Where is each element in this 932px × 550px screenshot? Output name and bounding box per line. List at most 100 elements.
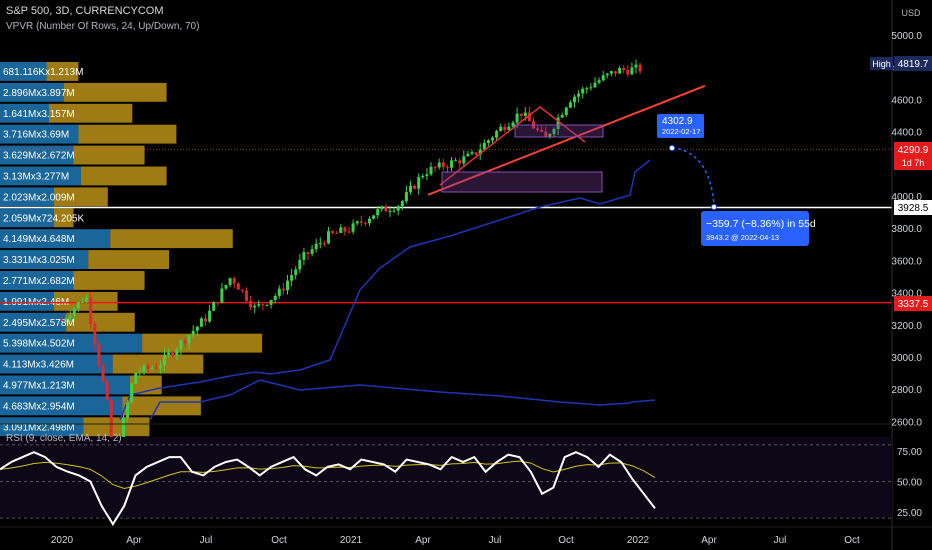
candle-body <box>384 206 388 212</box>
candle-body <box>253 305 257 308</box>
candle-body <box>417 177 421 189</box>
candle-body <box>138 372 142 374</box>
vp-bar-up <box>0 375 130 395</box>
candle-body <box>228 278 232 285</box>
price-tick-label: 3600.0 <box>891 256 922 267</box>
rsi-tick-label: 25.00 <box>897 508 922 519</box>
supply-zone-box <box>514 124 604 138</box>
vp-row-label: 2.896Mx3.897M <box>3 88 75 99</box>
rsi-tick-label: 75.00 <box>897 447 922 458</box>
candle-body <box>302 252 306 260</box>
candle-body <box>536 128 540 131</box>
vp-bar-down <box>142 333 263 353</box>
vp-bar-up <box>0 229 111 249</box>
candle-body <box>593 82 597 88</box>
candle-body <box>167 352 171 355</box>
high-tag-bg <box>894 56 932 71</box>
resistance-tag-value: 3337.5 <box>898 299 929 310</box>
vp-row-label: 3.629Mx2.672M <box>3 151 75 162</box>
candle-body <box>154 367 158 369</box>
vpvr-indicator-label: VPVR (Number Of Rows, 24, Up/Down, 70) <box>6 21 200 32</box>
candle-body <box>76 302 80 309</box>
vp-bar-down <box>46 62 79 81</box>
candle-body <box>265 304 269 306</box>
candle-body <box>605 73 609 76</box>
candle-body <box>507 126 511 130</box>
candle-body <box>425 174 429 176</box>
vp-bar-up <box>0 271 74 290</box>
current-tag-value: 4290.9 <box>898 145 929 156</box>
candle-body <box>261 304 265 306</box>
vp-bar-down <box>73 271 145 290</box>
candle-body <box>540 130 544 132</box>
demand-zone-box <box>441 171 603 193</box>
candle-body <box>544 131 548 137</box>
time-tick-label: Apr <box>415 535 431 546</box>
candle-body <box>495 131 499 138</box>
candle-body <box>97 344 101 366</box>
vp-row-label: 3.13Mx3.277M <box>3 172 69 183</box>
vp-bar-down <box>83 417 150 437</box>
vp-row-label: 3.716Mx3.69M <box>3 130 69 141</box>
candle-body <box>179 340 183 350</box>
current-tag-bg <box>894 142 932 170</box>
annotation-start-date: 2022-02-17 <box>662 127 700 136</box>
candle-body <box>68 315 72 319</box>
candle-body <box>577 93 581 97</box>
candle-body <box>236 283 240 290</box>
time-tick-label: Jul <box>200 535 213 546</box>
candle-body <box>232 278 236 284</box>
candle-body <box>249 300 253 308</box>
vp-row-label: 2.495Mx2.578M <box>3 318 75 329</box>
candle-body <box>273 295 277 300</box>
candle-body <box>343 227 347 232</box>
rsi-header: RSI (9, close, EMA, 14, 2) <box>6 433 122 444</box>
candle-body <box>519 113 523 116</box>
candle-body <box>568 102 572 108</box>
vp-row-label: 3.331Mx3.025M <box>3 255 75 266</box>
candle-body <box>618 68 622 74</box>
candle-body <box>277 288 281 296</box>
candle-body <box>175 349 179 356</box>
candle-body <box>335 232 339 234</box>
candle-body <box>212 302 216 311</box>
candle-body <box>245 290 248 301</box>
vp-bar-up <box>0 62 47 81</box>
time-tick-label: 2020 <box>51 535 74 546</box>
price-tick-label: 2800.0 <box>891 385 922 396</box>
candle-body <box>486 140 490 143</box>
candle-body <box>60 319 64 321</box>
vp-bar-down <box>73 145 145 165</box>
candle-body <box>171 352 175 356</box>
candle-body <box>220 288 224 303</box>
candle-body <box>72 308 76 316</box>
candle-body <box>257 304 261 306</box>
candle-body <box>314 243 318 250</box>
candle-body <box>269 299 273 305</box>
candle-body <box>609 71 613 74</box>
vp-row-label: 2.023Mx2.009M <box>3 192 75 203</box>
candle-body <box>527 112 531 122</box>
rsi-background <box>0 437 892 518</box>
candle-body <box>396 206 400 211</box>
candle-body <box>368 218 371 224</box>
currency-label: USD <box>901 8 921 18</box>
vp-bar-up <box>0 417 84 437</box>
candle-body <box>195 326 199 331</box>
candle-body <box>318 243 322 245</box>
time-tick-label: Apr <box>126 535 142 546</box>
candle-body <box>380 206 384 210</box>
price-tick-label: 4600.0 <box>891 95 922 106</box>
candle-body <box>450 160 453 168</box>
time-tick-label: 2022 <box>627 535 650 546</box>
candle-body <box>548 133 552 137</box>
candle-body <box>437 162 441 168</box>
support-tag-value: 3928.5 <box>898 203 929 214</box>
candle-body <box>134 373 138 384</box>
projection-start-point <box>669 145 675 151</box>
projection-arrow <box>671 147 715 207</box>
candle-body <box>339 227 343 233</box>
vp-bar-up <box>0 396 123 416</box>
annotation-measure-box <box>701 211 809 246</box>
